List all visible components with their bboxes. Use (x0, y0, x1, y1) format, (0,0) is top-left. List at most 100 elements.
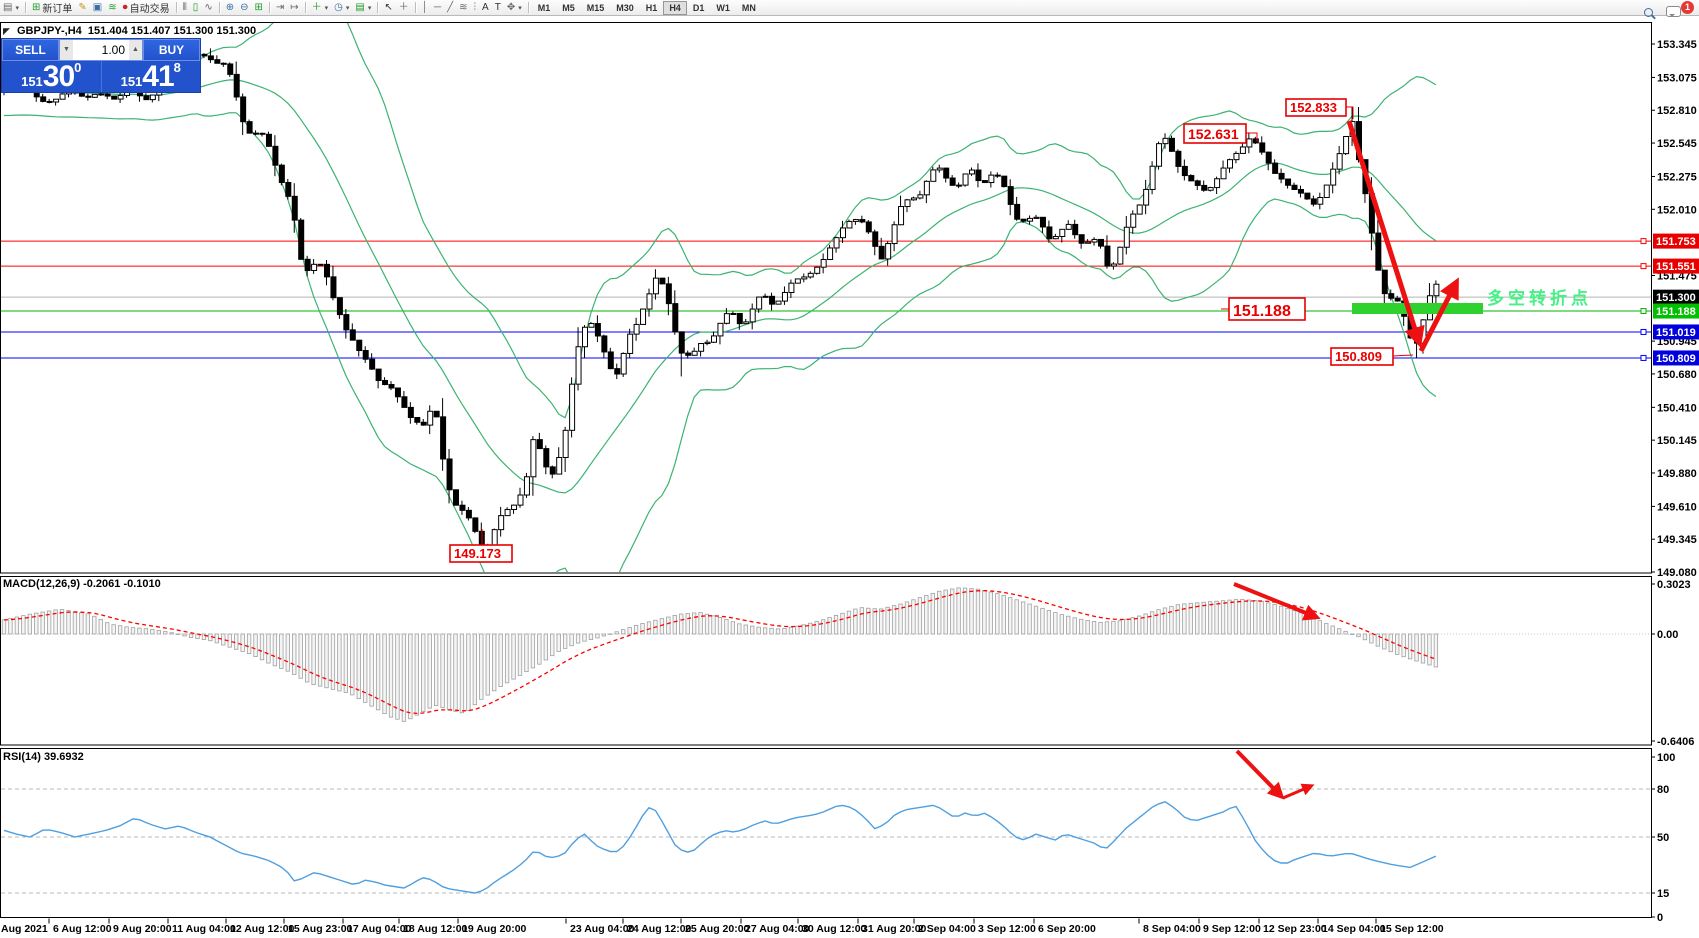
tab-m5[interactable]: M5 (562, 2, 575, 13)
symbol-label: GBPJPY-,H4 (16, 25, 82, 37)
chart-shift-button[interactable]: ↦ (287, 1, 301, 14)
fibonacci-fan-button[interactable]: ⫶ (471, 1, 480, 14)
chart-mini-icon[interactable]: ▤ ▾ (3, 2, 19, 13)
indicators-button[interactable]: ＋ ▾ (311, 2, 329, 13)
line-chart-button[interactable]: ∿ (201, 1, 215, 14)
candles (1, 47, 1440, 561)
horizontal-line-button[interactable]: ─ (431, 1, 444, 14)
buy-button[interactable]: BUY (143, 39, 200, 61)
svg-text:Aug 2021: Aug 2021 (1, 923, 48, 935)
cursor-icon: ↖ (384, 2, 393, 13)
signals-button[interactable]: ≋ (105, 1, 119, 14)
tab-mn[interactable]: MN (741, 2, 756, 13)
volume-decrease-button[interactable]: ▼ (60, 40, 73, 60)
text-button[interactable]: A (479, 1, 492, 14)
chat-bubble-icon[interactable] (1666, 4, 1681, 22)
zoom-out-icon: ⊖ (240, 2, 249, 13)
zoom-in-button[interactable]: ⊕ (223, 1, 237, 14)
rsi-label: RSI(14) 39.6932 (3, 751, 84, 763)
bar-chart-button[interactable]: ⫴ (180, 1, 190, 14)
svg-text:151.300: 151.300 (1656, 292, 1696, 304)
collapse-arrow-icon[interactable]: ◤ (3, 26, 10, 36)
tab-h1[interactable]: H1 (645, 2, 658, 13)
svg-text:149.173: 149.173 (454, 546, 501, 561)
tile-windows-button[interactable]: ⊞ (251, 1, 265, 14)
buy-price[interactable]: 151 41 8 (120, 60, 181, 93)
fibonacci-fan-icon: ⫶ (473, 2, 477, 13)
volume-input[interactable]: 1.00 (101, 43, 125, 57)
volume-increase-button[interactable]: ▲ (129, 40, 142, 60)
svg-text:152.833: 152.833 (1290, 100, 1337, 115)
tab-h4[interactable]: H4 (663, 0, 687, 15)
svg-text:50: 50 (1657, 832, 1669, 844)
sell-price[interactable]: 151 30 0 (2, 61, 102, 92)
svg-text:27 Aug 04:00: 27 Aug 04:00 (745, 923, 810, 935)
svg-text:25 Aug 20:00: 25 Aug 20:00 (685, 923, 750, 935)
text-label-button[interactable]: T (492, 1, 504, 14)
svg-text:152.810: 152.810 (1657, 105, 1697, 117)
chart-shift-icon: ↦ (290, 2, 299, 13)
svg-text:14 Sep 04:00: 14 Sep 04:00 (1322, 923, 1386, 935)
vertical-line-icon: │ (421, 2, 429, 13)
periods-button[interactable]: ◷ ▾ (334, 2, 350, 13)
auto-scroll-button[interactable]: ⇥ (273, 1, 287, 14)
svg-text:149.880: 149.880 (1657, 468, 1697, 480)
svg-text:15 Aug 23:00: 15 Aug 23:00 (288, 923, 353, 935)
svg-text:151.551: 151.551 (1656, 261, 1696, 273)
price-axis: 153.345 153.075 152.810 152.545 152.275 152.0… (1651, 39, 1699, 579)
svg-text:3 Sep 12:00: 3 Sep 12:00 (978, 923, 1036, 935)
sell-button[interactable]: SELL (2, 39, 59, 61)
svg-text:0: 0 (1657, 912, 1663, 924)
tab-d1[interactable]: D1 (692, 2, 705, 13)
indicators-icon: ＋ (311, 2, 322, 13)
svg-text:149.345: 149.345 (1657, 534, 1697, 546)
svg-text:12 Sep 23:00: 12 Sep 23:00 (1263, 923, 1327, 935)
chart-annotations[interactable]: 多空转折点 152.631 152.833 151.188 150.809 149.173 (449, 98, 1592, 800)
new-order-icon: ⊞ (31, 2, 41, 13)
vertical-line-button[interactable]: │ (419, 1, 431, 14)
search-icon[interactable] (1644, 4, 1653, 22)
svg-text:150.680: 150.680 (1657, 369, 1697, 381)
tab-m15[interactable]: M15 (586, 2, 605, 13)
svg-text:18 Aug 12:00: 18 Aug 12:00 (403, 923, 468, 935)
autotrading-label: 自动交易 (129, 4, 170, 15)
svg-text:23 Aug 04:00: 23 Aug 04:00 (570, 923, 635, 935)
svg-text:2 Sep 04:00: 2 Sep 04:00 (918, 923, 976, 935)
signal-icon: ≋ (108, 2, 117, 13)
tab-w1[interactable]: W1 (716, 2, 730, 13)
fibonacci-button[interactable]: ≋ (456, 1, 470, 14)
line-chart-icon: ∿ (204, 2, 213, 13)
profile-button[interactable]: ▣ (90, 1, 105, 14)
metaeditor-button[interactable]: ✎ (75, 1, 89, 14)
horizontal-line-icon: ─ (434, 2, 442, 13)
auto-scroll-icon: ⇥ (275, 2, 285, 13)
new-order-label: 新订单 (42, 4, 73, 15)
crosshair-button[interactable]: ＋ (396, 1, 412, 14)
autotrading-button[interactable]: ⏺ 自动交易 (120, 1, 173, 15)
separator (268, 2, 270, 13)
svg-text:9 Aug 20:00: 9 Aug 20:00 (113, 923, 172, 935)
notification-badge[interactable]: 1 (1681, 1, 1694, 14)
trendline-icon: ╱ (447, 2, 454, 13)
separator (304, 2, 306, 13)
separator (24, 2, 26, 13)
cursor-button[interactable]: ↖ (381, 1, 395, 14)
svg-text:31 Aug 20:00: 31 Aug 20:00 (862, 923, 927, 935)
templates-button[interactable]: ▤ ▾ (355, 2, 372, 13)
ohlc-values: 151.404 151.407 151.300 151.300 (87, 25, 257, 37)
clock-icon: ◷ (334, 2, 343, 13)
new-order-button[interactable]: ⊞ 新订单 (29, 1, 75, 15)
candlestick-chart-button[interactable]: ▯ (190, 1, 202, 14)
svg-text:多空转折点: 多空转折点 (1487, 288, 1592, 308)
zoom-out-button[interactable]: ⊖ (237, 1, 251, 14)
trendline-button[interactable]: ╱ (444, 1, 456, 14)
pane-borders (0, 22, 1652, 918)
separator (218, 2, 220, 13)
toolbar: ▤ ▾ ⊞ 新订单 ✎ ▣ ≋ ⏺ 自动交易 ⫴ ▯ ∿ ⊕ ⊖ ⊞ ⇥ ↦ ＋ ▾… (0, 0, 1699, 16)
separator (377, 2, 379, 13)
svg-text:24 Aug 12:00: 24 Aug 12:00 (627, 923, 692, 935)
tab-m1[interactable]: M1 (537, 2, 551, 13)
tab-m30[interactable]: M30 (616, 2, 634, 13)
arrows-button[interactable]: ✥ ▾ (506, 2, 522, 13)
